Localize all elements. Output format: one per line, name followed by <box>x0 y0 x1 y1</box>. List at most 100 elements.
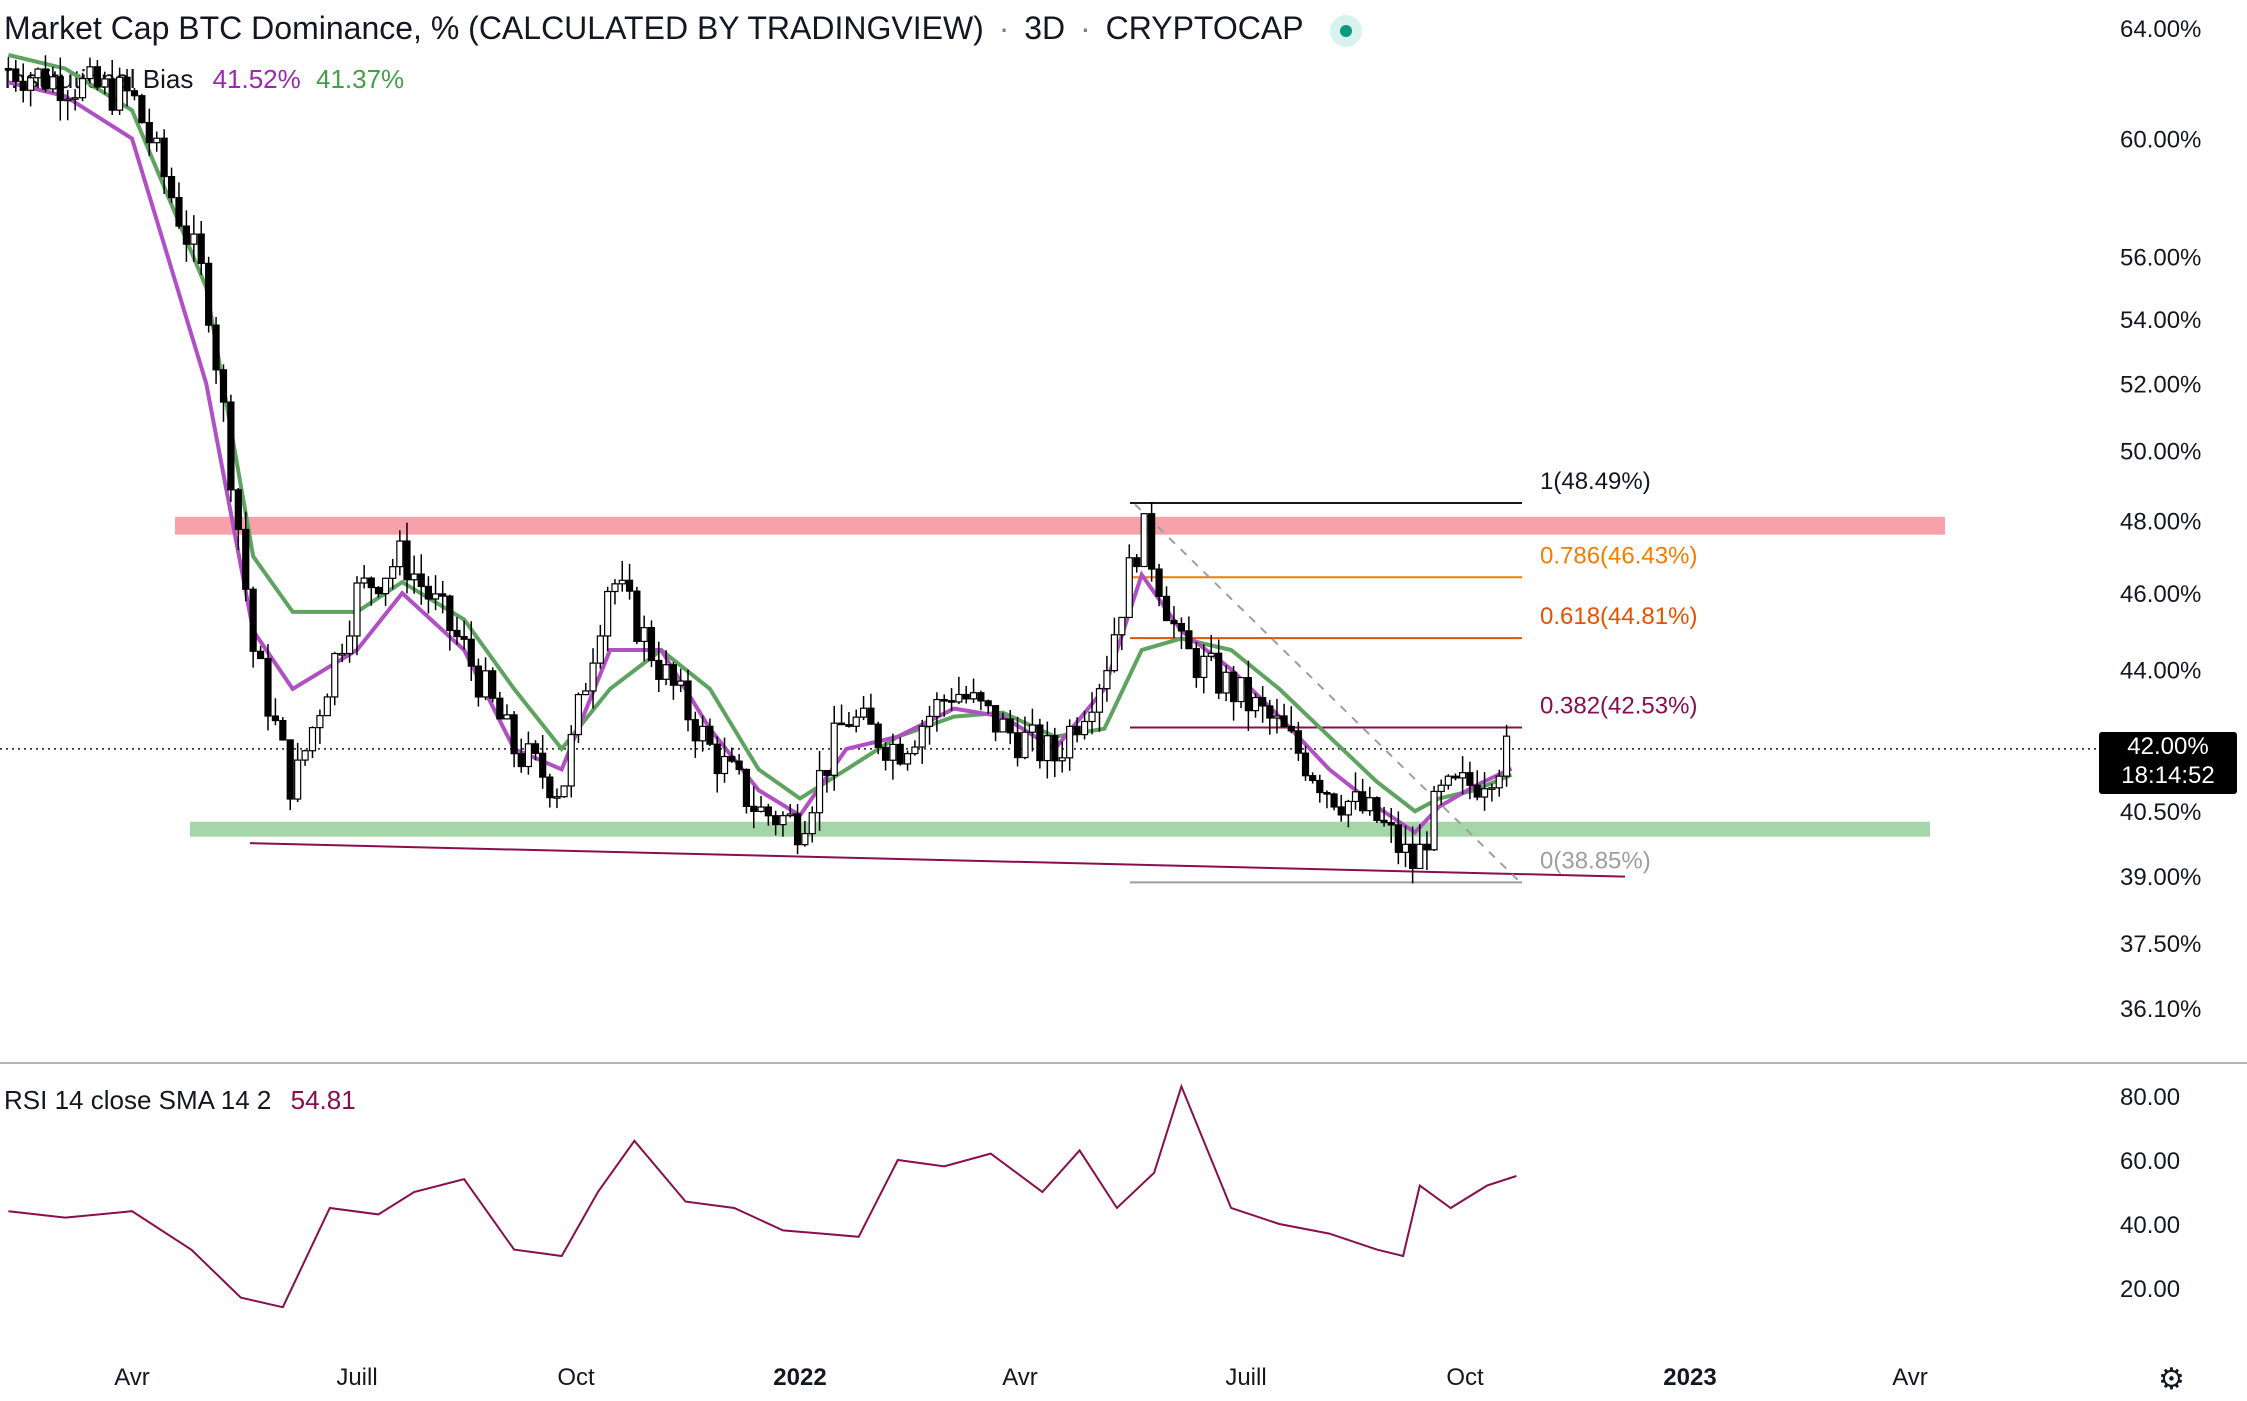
candle-body <box>1359 791 1367 812</box>
settings-gear-icon[interactable]: ⚙ <box>2158 1363 2185 1396</box>
candle-body <box>750 805 758 812</box>
candle-body <box>410 573 418 581</box>
support-trendline <box>249 842 1626 878</box>
rsi-legend[interactable]: RSI 14 close SMA 14 2 54.81 <box>4 1085 356 1116</box>
rsi-axis-label: 80.00 <box>2120 1084 2180 1111</box>
candle-body <box>1373 797 1381 821</box>
candle-body <box>684 680 692 721</box>
candle-body <box>331 652 339 698</box>
candle-body <box>1021 731 1029 759</box>
market-status-icon[interactable] <box>1329 14 1362 47</box>
candle-body <box>301 750 309 761</box>
last-price-value: 42.00% <box>2127 733 2209 760</box>
candle-body <box>460 635 468 640</box>
candle-body <box>874 723 882 749</box>
fib-level-label: 0.382(42.53%) <box>1540 692 1697 719</box>
candle-body <box>691 719 699 742</box>
candle-body <box>596 635 604 664</box>
candle-body <box>242 528 250 590</box>
candle-body <box>815 770 824 814</box>
candle-body <box>101 78 109 88</box>
candle-body <box>947 700 956 703</box>
candle-body <box>1488 787 1496 790</box>
candle-body <box>345 635 354 655</box>
candle-body <box>984 700 992 707</box>
candle-body <box>955 693 963 703</box>
candle-body <box>801 833 809 846</box>
candle-body <box>925 715 934 727</box>
candle-body <box>1148 513 1156 570</box>
candle-body <box>86 66 94 80</box>
candle-body <box>1273 715 1281 719</box>
price-axis-label: 60.00% <box>2120 126 2201 153</box>
candle-body <box>34 68 42 79</box>
candle-body <box>1394 824 1402 853</box>
candle-body <box>153 137 161 144</box>
bar-countdown: 18:14:52 <box>2121 762 2215 789</box>
candle-body <box>655 659 663 680</box>
candle-body <box>742 768 751 807</box>
rsi-value: 54.81 <box>290 1085 356 1115</box>
candle-body <box>567 733 575 787</box>
price-axis-label: 50.00% <box>2120 439 2201 466</box>
candle-body <box>308 727 317 752</box>
candle-body <box>1013 732 1022 759</box>
candle-body <box>41 68 50 90</box>
candle-body <box>1495 775 1503 789</box>
candle-body <box>933 698 941 718</box>
candle-body <box>1229 671 1238 703</box>
candle-body <box>1118 616 1126 636</box>
candle-body <box>969 692 978 700</box>
candle-body <box>793 813 802 846</box>
time-axis-label: Juill <box>1225 1364 1266 1391</box>
candle-body <box>1140 513 1148 568</box>
indicator-legend[interactable]: Institutional Bias 41.52% 41.37% <box>4 64 404 95</box>
candle-body <box>662 664 670 680</box>
candle-body <box>374 586 383 595</box>
fib-level-label: 0.618(44.81%) <box>1540 603 1697 630</box>
candle-body <box>1366 797 1374 812</box>
candle-body <box>1301 752 1310 777</box>
candle-body <box>1502 735 1511 777</box>
candle-body <box>867 707 875 725</box>
price-axis-label: 40.50% <box>2120 799 2201 826</box>
candle-body <box>279 719 287 741</box>
candle-body <box>1006 718 1014 734</box>
candle-body <box>1416 843 1424 870</box>
candle-body <box>699 725 707 742</box>
candle-body <box>1200 655 1208 679</box>
candle-body <box>353 582 361 637</box>
candle-body <box>640 627 648 643</box>
candle-body <box>396 540 404 568</box>
candle-body <box>859 707 868 718</box>
candle-body <box>417 573 425 588</box>
candle-body <box>56 76 64 102</box>
candle-body <box>212 324 220 371</box>
symbol-title[interactable]: Market Cap BTC Dominance, % (CALCULATED … <box>4 10 984 46</box>
candle-body <box>633 590 641 643</box>
price-axis-label: 44.00% <box>2120 657 2201 684</box>
time-axis-label: Oct <box>1446 1364 1484 1391</box>
candle-body <box>918 725 926 748</box>
candle-body <box>108 78 116 111</box>
candle-body <box>574 693 583 736</box>
candle-body <box>728 755 736 762</box>
candle-body <box>205 262 213 326</box>
candle-body <box>93 66 101 88</box>
candle-body <box>1459 772 1467 779</box>
candle-body <box>1444 775 1452 786</box>
candle-body <box>360 577 368 584</box>
candle-body <box>553 796 561 799</box>
candle-body <box>611 583 619 593</box>
candle-body <box>1192 648 1200 679</box>
candle-body <box>467 638 475 667</box>
interval-label[interactable]: 3D <box>1024 10 1066 46</box>
candle-body <box>323 696 331 717</box>
candle-body <box>589 662 597 692</box>
candle-body <box>889 743 897 761</box>
price-axis-label: 56.00% <box>2120 245 2201 272</box>
candle-body <box>830 722 838 776</box>
candle-body <box>772 815 780 826</box>
candle-body <box>1177 622 1186 632</box>
